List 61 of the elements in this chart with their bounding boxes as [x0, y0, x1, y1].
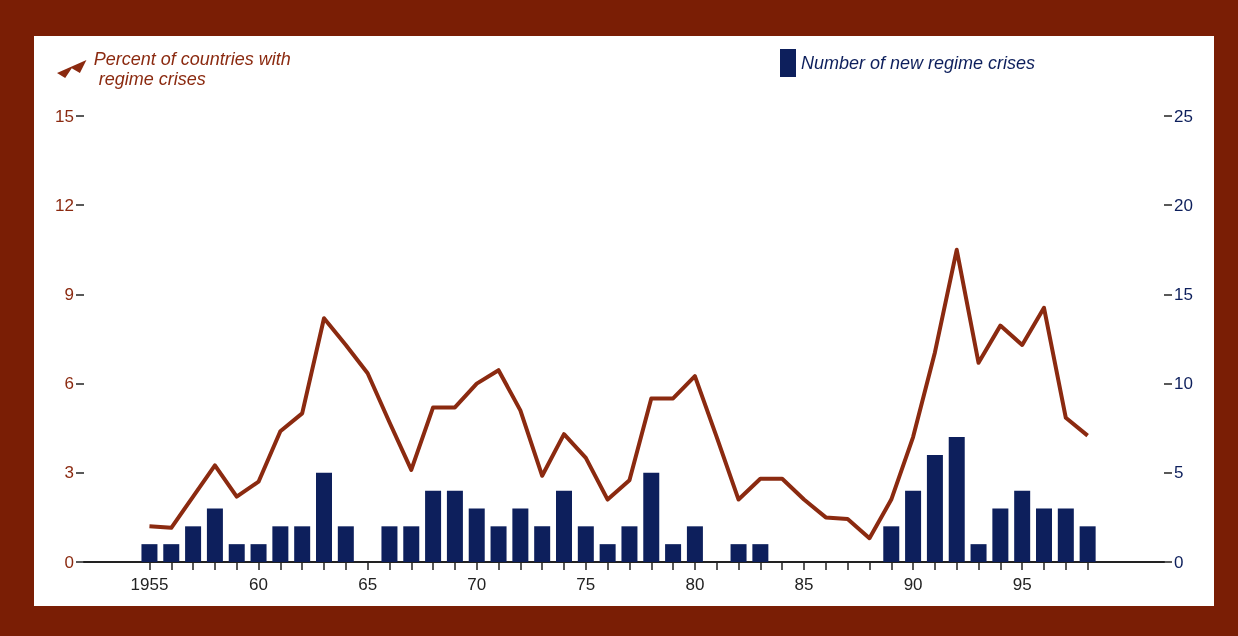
y-tick-label: 3: [64, 463, 74, 483]
y2-tick-label: 15: [1174, 284, 1193, 304]
bar: [599, 544, 616, 562]
legend-label: Number of new regime crises: [801, 53, 1036, 73]
bar: [163, 544, 180, 562]
bar: [621, 526, 638, 562]
bar: [1057, 508, 1074, 562]
bar: [926, 454, 943, 562]
y2-tick-label: 20: [1174, 195, 1193, 215]
bar: [556, 490, 572, 562]
bar: [992, 508, 1009, 562]
x-tick-label: 65: [358, 575, 378, 594]
bar: [1014, 490, 1031, 562]
bar: [316, 472, 332, 562]
bar: [686, 526, 703, 562]
x-tick-label: 70: [467, 575, 487, 594]
bar: [534, 526, 551, 562]
bar: [272, 526, 289, 562]
bar: [403, 526, 420, 562]
legend-label: Percent of countries with regime crises: [93, 49, 291, 89]
x-tick-label: 90: [903, 575, 923, 594]
y-tick-label: 12: [55, 195, 74, 215]
bar: [643, 472, 660, 562]
bar: [512, 508, 529, 562]
y-tick-label: 9: [64, 284, 74, 304]
x-tick-label: 60: [249, 575, 269, 594]
bar: [665, 544, 682, 562]
y2-tick-label: 25: [1174, 106, 1193, 126]
bar: [1079, 526, 1096, 562]
x-tick-label: 80: [685, 575, 705, 594]
bar: [206, 508, 223, 562]
bar: [490, 526, 507, 562]
y-tick-label: 0: [64, 552, 74, 572]
bar: [250, 544, 267, 562]
bar: [948, 437, 965, 562]
bar: [294, 526, 311, 562]
bar: [468, 508, 485, 562]
x-tick-label: 1955: [130, 575, 169, 594]
bar: [1036, 508, 1052, 562]
bar: [730, 544, 747, 562]
x-tick-label: 95: [1012, 575, 1032, 594]
y-tick-label: 15: [55, 106, 74, 126]
bar: [752, 544, 769, 562]
bar: [883, 526, 900, 562]
bar: [185, 526, 202, 562]
bar: [446, 490, 463, 562]
bar: [337, 526, 354, 562]
y2-tick-label: 5: [1174, 463, 1184, 483]
y-tick-label: 6: [64, 374, 74, 394]
x-tick-label: 85: [794, 575, 814, 594]
y2-tick-label: 0: [1174, 552, 1184, 572]
bar: [381, 526, 398, 562]
x-tick-label: 75: [576, 575, 596, 594]
bar: [141, 544, 158, 562]
line-series: [147, 247, 1090, 541]
bar: [970, 544, 987, 562]
y2-tick-label: 10: [1174, 374, 1193, 394]
bar: [228, 544, 245, 562]
bar: [425, 490, 442, 562]
bar: [905, 490, 922, 562]
bar: [577, 526, 594, 562]
